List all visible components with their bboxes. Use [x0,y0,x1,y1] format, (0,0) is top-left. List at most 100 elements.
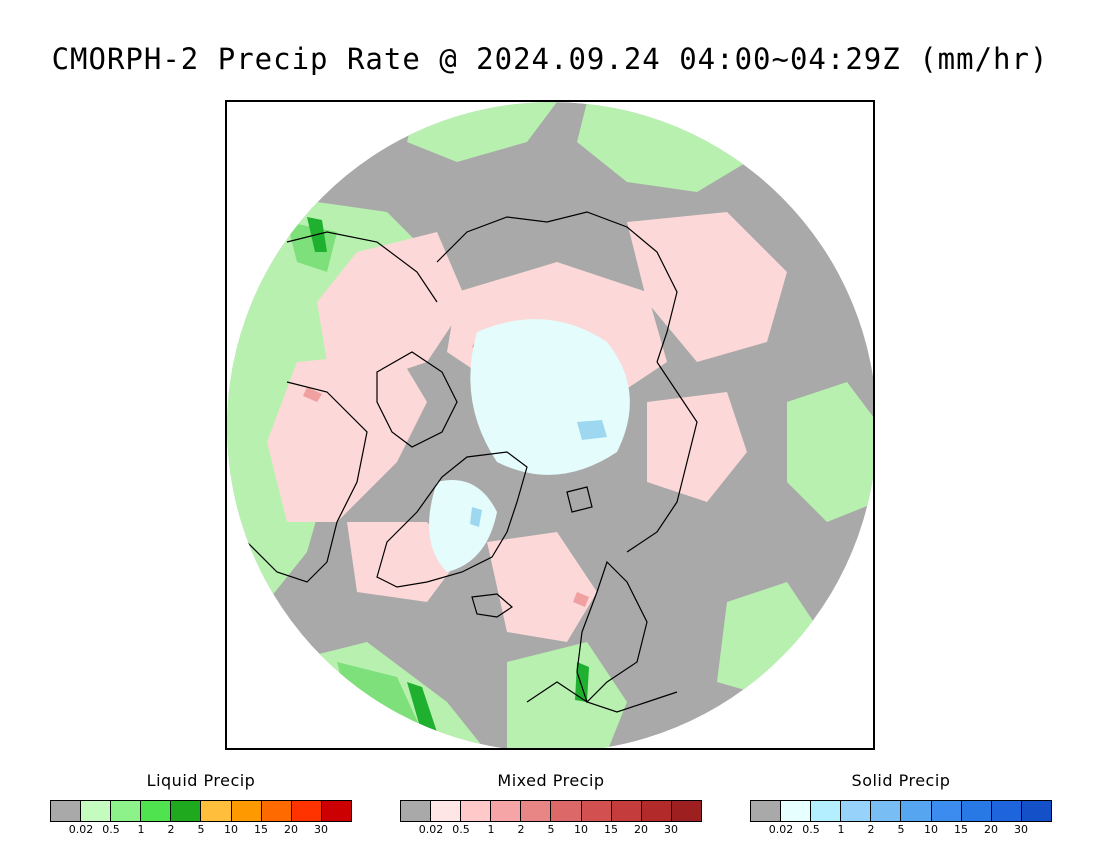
solid-area-greenland [429,480,497,572]
solid-moderate-pole [577,420,607,440]
coast-europe [526,681,678,713]
legend-ticks: 0.02 0.5 1 2 5 10 15 20 30 [400,822,702,836]
legend-swatch [1020,801,1051,821]
legend-tick-label: 5 [897,823,905,836]
legend-swatch [230,801,261,821]
liquid-area-east [787,382,873,522]
solid-area-pole [470,319,630,475]
legend-swatch [520,801,551,821]
legend-swatch [960,801,991,821]
legend-swatch [840,801,871,821]
solid-moderate-greenland [470,507,482,527]
precip-map-svg [227,102,873,748]
legend-tick-label: 0.5 [452,823,470,836]
coastlines [246,211,698,713]
legend-tick-label: 30 [314,823,328,836]
legend-swatch [320,801,351,821]
legend-swatch [670,801,701,821]
legend-title: Mixed Precip [497,771,605,790]
solid-precip-areas [429,319,630,572]
legend-swatch [751,801,781,821]
mixed-area-greenland-sea [347,522,457,602]
legend-tick-label: 2 [517,823,525,836]
legend-swatch [990,801,1021,821]
legend-tick-label: 0.02 [68,823,94,836]
legend-swatch [51,801,81,821]
legend-ticks: 0.02 0.5 1 2 5 10 15 20 30 [750,822,1052,836]
polar-map [225,100,875,750]
legend-swatch [140,801,171,821]
legend-ticks: 0.02 0.5 1 2 5 10 15 20 30 [50,822,352,836]
legend-tick-label: 0.5 [802,823,820,836]
chart-title: CMORPH-2 Precip Rate @ 2024.09.24 04:00~… [51,42,1049,76]
coast-canada-mainland [246,381,368,583]
legend-liquid-precip: Liquid Precip 0.02 0.5 1 2 5 10 15 20 30 [50,770,352,836]
mixed-area-atlantic [487,532,597,642]
legend-tick-label: 10 [224,823,238,836]
legend-tick-label: 10 [574,823,588,836]
coast-canadian-archipelago [376,351,458,448]
coast-iceland [471,593,513,618]
legend-swatch [900,801,931,821]
liquid-moderate-nw [287,222,337,272]
legend-swatch [640,801,671,821]
legend-tick-label: 15 [604,823,618,836]
legend-mixed-precip: Mixed Precip 0.02 0.5 1 2 5 10 15 20 30 [400,770,702,836]
coast-alaska [286,231,438,303]
legend-tick-label: 1 [837,823,845,836]
legend-tick-label: 1 [137,823,145,836]
legend-tick-label: 1 [487,823,495,836]
legend-swatch [550,801,581,821]
coast-svalbard [566,486,593,513]
legend-swatch [580,801,611,821]
legend-swatches [400,800,702,822]
legend-tick-label: 2 [167,823,175,836]
legend-tick-label: 0.02 [768,823,794,836]
legend-swatch [260,801,291,821]
legend-tick-label: 20 [284,823,298,836]
legend-swatches [50,800,352,822]
legend-swatch [870,801,901,821]
legend-swatch [290,801,321,821]
legend-swatch [110,801,141,821]
legend-swatches [750,800,1052,822]
mixed-area-alaska [317,232,467,382]
legend-tick-label: 0.5 [102,823,120,836]
legend-tick-label: 15 [254,823,268,836]
coast-scandinavia [576,560,648,704]
legend-tick-label: 10 [924,823,938,836]
legend-tick-label: 20 [634,823,648,836]
legend-tick-label: 30 [664,823,678,836]
mixed-area-siberia [627,212,787,362]
legend-tick-label: 30 [1014,823,1028,836]
legend-tick-label: 0.02 [418,823,444,836]
mixed-moderate-3 [573,592,589,607]
coast-greenland [376,451,528,588]
legend-solid-precip: Solid Precip 0.02 0.5 1 2 5 10 15 20 30 [750,770,1052,836]
legend-swatch [460,801,491,821]
liquid-heavy-sw [407,682,437,734]
legend-swatch [780,801,811,821]
legend-swatch [490,801,521,821]
mixed-moderate-2 [303,387,322,402]
legend-tick-label: 5 [547,823,555,836]
legend-swatch [610,801,641,821]
legend-tick-label: 5 [197,823,205,836]
legend-tick-label: 2 [867,823,875,836]
legend-title: Solid Precip [851,771,951,790]
coast-siberia [436,211,678,363]
legend-swatch [401,801,431,821]
map-disk [227,102,873,748]
legend-title: Liquid Precip [146,771,256,790]
legend-swatch [430,801,461,821]
liquid-heavy-scandinavia [575,662,589,702]
legend-swatch [200,801,231,821]
mixed-area-russia [647,392,747,502]
legend-tick-label: 20 [984,823,998,836]
legend-swatch [930,801,961,821]
liquid-area-south [507,642,627,748]
legend-swatch [170,801,201,821]
legend-swatch [80,801,111,821]
legend-swatch [810,801,841,821]
legend-tick-label: 15 [954,823,968,836]
